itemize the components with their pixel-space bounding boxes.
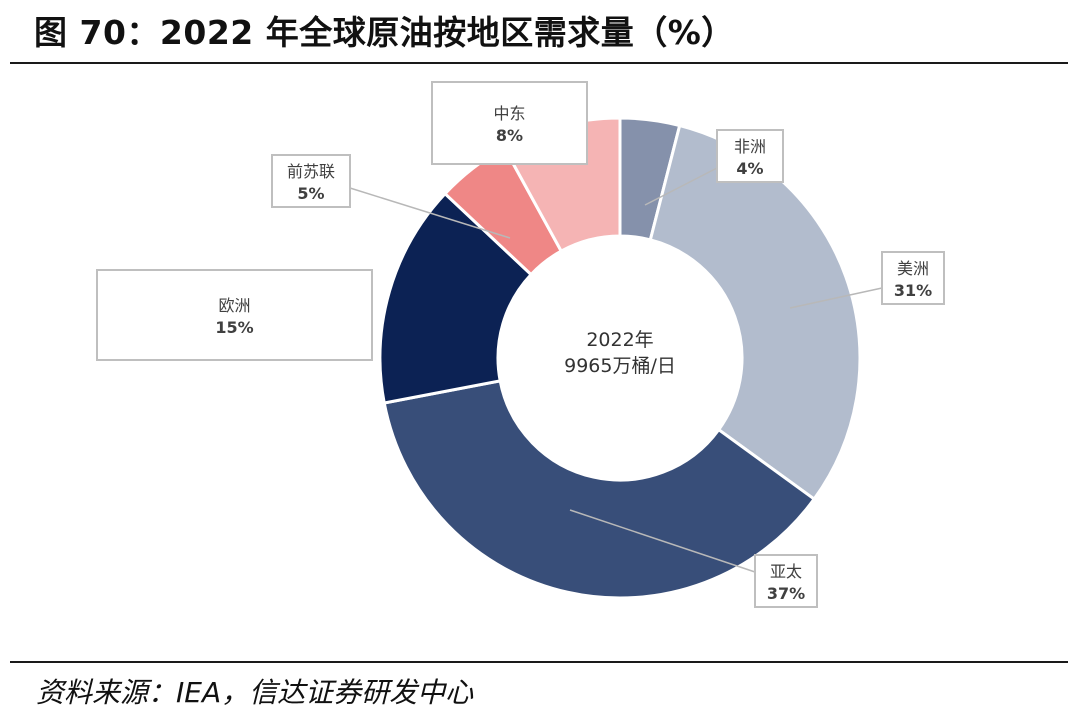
slice-value-label-5: 8% — [496, 126, 523, 145]
source-note: 资料来源：IEA，信达证券研发中心 — [36, 676, 474, 709]
footer-divider — [10, 661, 1068, 663]
slice-2 — [382, 379, 817, 600]
slice-value-label-1: 31% — [894, 281, 932, 300]
slice-1 — [648, 123, 862, 502]
label-box-1 — [881, 251, 945, 305]
leader-line-2 — [569, 509, 756, 573]
slice-label-0: 非洲 — [734, 137, 766, 156]
title-divider — [10, 62, 1068, 64]
slice-value-label-4: 5% — [297, 184, 324, 203]
center-label-year: 2022年 — [586, 329, 653, 351]
slice-value-label-3: 15% — [215, 318, 253, 337]
center-label-volume: 9965万桶/日 — [564, 355, 676, 377]
label-box-5 — [431, 81, 588, 165]
label-box-4 — [271, 154, 351, 208]
slice-value-label-2: 37% — [767, 584, 805, 603]
slice-label-3: 欧洲 — [218, 296, 250, 315]
slice-label-4: 前苏联 — [287, 162, 335, 181]
leader-line-1 — [789, 287, 883, 309]
label-box-3 — [96, 269, 373, 361]
slice-value-label-0: 4% — [736, 159, 763, 178]
slice-label-2: 亚太 — [770, 562, 802, 581]
label-box-0 — [716, 129, 784, 183]
donut-chart: 非洲 4% 美洲 31% 亚太 37% 欧洲 15% 前苏联 5% 中东 8% 2022年 9965万桶/… — [96, 81, 945, 608]
slice-label-1: 美洲 — [897, 259, 929, 278]
label-box-2 — [754, 554, 818, 608]
chart-title: 图 70：2022 年全球原油按地区需求量（%） — [34, 13, 735, 52]
slice-label-5: 中东 — [493, 104, 525, 123]
leader-line-0 — [644, 167, 718, 206]
slice-3 — [378, 191, 534, 405]
leader-line-4 — [349, 187, 511, 239]
